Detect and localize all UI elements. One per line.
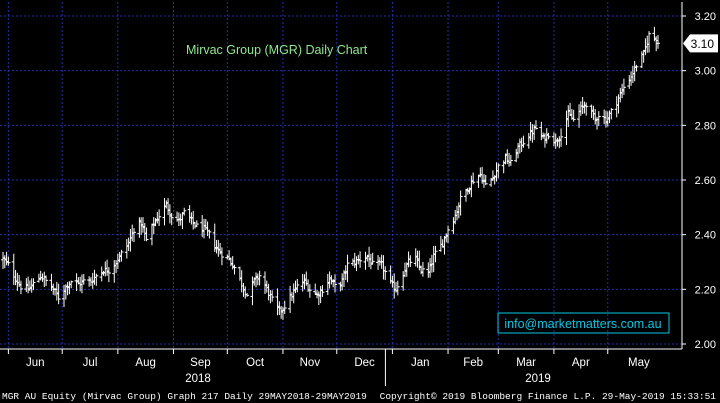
y-tick-label: 2.00	[695, 339, 716, 351]
ohlc-bar	[94, 273, 99, 286]
ohlc-bar	[358, 251, 363, 268]
ohlc-bar	[157, 209, 162, 226]
ohlc-bar	[345, 254, 350, 283]
axes: 2.00 2.20 2.40 2.60 2.80 3.00 3.20 Jun Jul Aug Sep…	[0, 2, 718, 386]
last-price-tag	[683, 34, 718, 53]
y-tick-label: 2.20	[695, 284, 716, 296]
ohlc-bar	[245, 292, 250, 297]
footer-source: MGR AU Equity (Mirvac Group) Graph 217 D…	[2, 391, 367, 402]
x-month-label: Apr	[572, 357, 590, 369]
ohlc-bar	[69, 280, 74, 289]
ohlc-bar	[533, 120, 538, 130]
ohlc-bar	[119, 249, 124, 262]
ohlc-bar	[596, 111, 601, 127]
ohlc-bar	[458, 190, 463, 216]
ohlc-bar	[370, 252, 375, 265]
y-tick-label: 2.80	[695, 120, 716, 132]
x-month-label: Dec	[354, 357, 375, 369]
y-tick-label: 2.60	[695, 175, 716, 187]
ohlc-bar	[647, 31, 652, 53]
ohlc-bar	[483, 174, 488, 186]
chart-title: Mirvac Group (MGR) Daily Chart	[186, 43, 368, 57]
watermark-text: info@marketmatters.com.au	[504, 317, 661, 331]
ohlc-bar	[132, 227, 136, 243]
ohlc-bar	[508, 154, 513, 166]
ohlc-bar	[446, 225, 451, 244]
last-price-label: 3.10	[691, 37, 715, 51]
ohlc-bar	[571, 109, 576, 122]
x-month-label: Feb	[463, 357, 483, 369]
ohlc-bar	[81, 274, 86, 285]
ohlc-bar	[182, 207, 187, 216]
ohlc-bar	[471, 172, 476, 185]
ohlc-bar	[219, 247, 224, 266]
ohlc-bar	[31, 278, 36, 291]
ohlc-bar	[44, 275, 49, 286]
ohlc-bar	[383, 266, 388, 280]
x-year-label: 2018	[185, 373, 211, 385]
ohlc-bar	[106, 267, 111, 283]
ohlc-bar	[295, 278, 300, 293]
ohlc-bar	[521, 135, 526, 148]
ohlc-bar	[194, 220, 199, 228]
x-month-label: Mar	[516, 357, 536, 369]
ohlc-bar	[207, 229, 212, 239]
ohlc-bar	[56, 283, 61, 305]
ohlc-bar	[6, 256, 11, 266]
y-tick-label: 3.00	[695, 66, 716, 78]
ohlc-bar	[257, 270, 262, 286]
ohlc-bar	[546, 132, 551, 140]
ohlc-bar	[169, 212, 174, 226]
watermark-box: info@marketmatters.com.au	[497, 312, 670, 334]
ohlc-bar	[496, 163, 501, 179]
x-month-label: Jan	[411, 357, 430, 369]
y-tick-label: 3.20	[695, 11, 716, 23]
ohlc-bar	[368, 253, 373, 270]
ohlc-bar	[609, 108, 614, 120]
ohlc-bar	[307, 284, 312, 298]
ohlc-bars	[1, 26, 660, 320]
ohlc-bar	[18, 280, 23, 295]
ohlc-bar	[282, 300, 287, 314]
ohlc-bar	[584, 102, 589, 116]
ohlc-bar	[320, 285, 325, 297]
ohlc-bar	[232, 264, 237, 275]
ohlc-bar	[420, 261, 425, 277]
x-month-label: Jul	[83, 357, 98, 369]
ohlc-bar	[634, 64, 639, 72]
y-tick-label: 2.40	[695, 230, 716, 242]
x-month-label: Nov	[300, 357, 321, 369]
ohlc-bar	[656, 35, 660, 49]
ohlc-bar	[270, 290, 275, 302]
x-month-label: Jun	[26, 357, 45, 369]
ohlc-bar	[395, 280, 400, 296]
x-year-label: 2019	[525, 373, 551, 385]
x-month-label: May	[628, 357, 650, 369]
gridlines	[0, 2, 682, 349]
ohlc-bar	[408, 255, 413, 267]
ohlc-bar	[621, 78, 626, 95]
footer-copyright: Copyright© 2019 Bloomberg Finance L.P. 2…	[380, 391, 717, 402]
ohlc-bar	[144, 227, 149, 242]
x-month-label: Aug	[135, 357, 155, 369]
x-month-label: Sep	[190, 357, 210, 369]
ohlc-bar	[332, 274, 337, 293]
x-month-label: Oct	[246, 357, 265, 369]
ohlc-bar	[559, 128, 564, 147]
ohlc-bar	[433, 245, 438, 263]
